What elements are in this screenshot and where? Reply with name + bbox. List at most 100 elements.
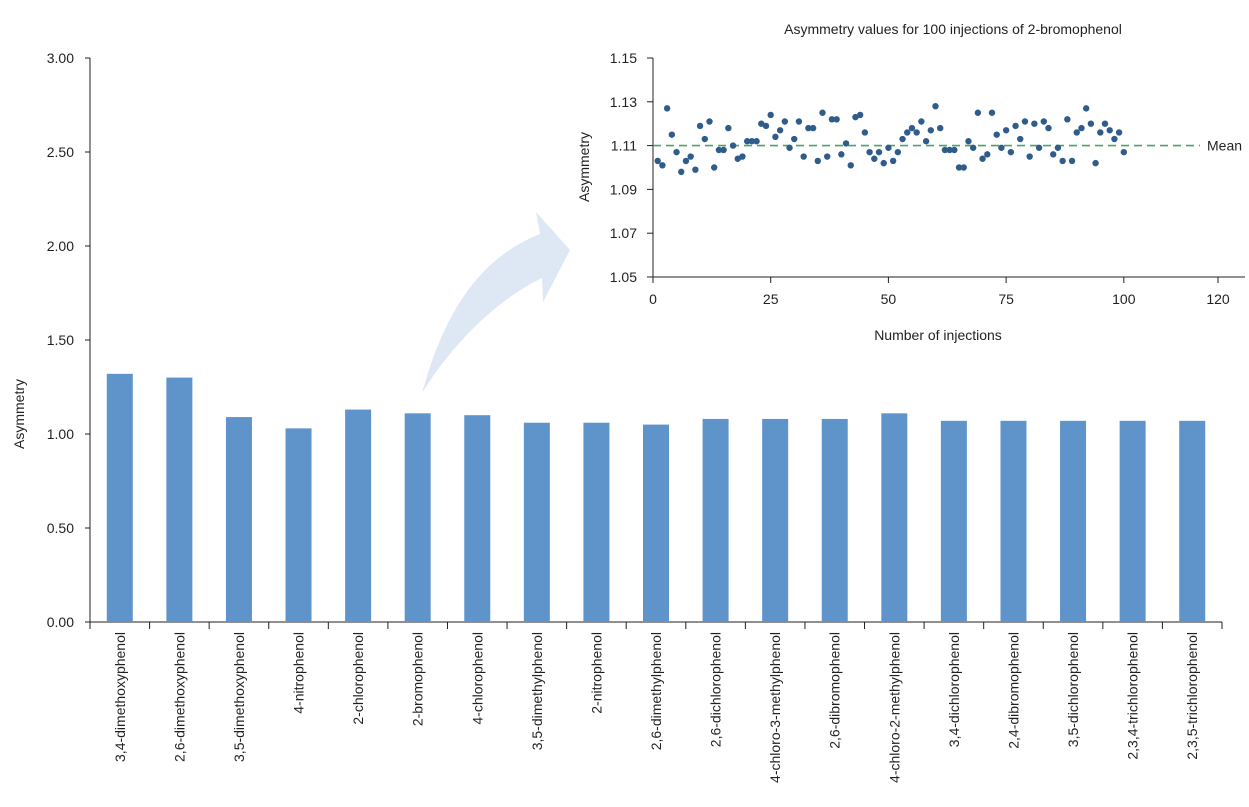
scatter-point [1059,157,1066,165]
scatter-point [998,144,1005,151]
scatter-point [1045,124,1052,132]
inset-y-tick-label: 1.11 [611,138,637,154]
bar-category-label: 4-nitrophenol [291,632,307,714]
scatter-point [654,157,661,165]
scatter-point [800,153,807,160]
scatter-point [1068,157,1076,165]
bar-3,5-dichlorophenol [1060,420,1087,622]
scatter-point [932,102,939,110]
inset-x-tick-label: 25 [763,291,779,307]
bar-4-chlorophenol [464,415,491,622]
scatter-point [762,122,770,130]
inset-y-tick-label: 1.09 [610,181,637,197]
inset-x-tick-label: 75 [998,291,1014,307]
scatter-point [1012,122,1019,130]
scatter-point [1040,118,1047,125]
scatter-point [880,159,887,167]
scatter-point [922,138,930,145]
scatter-point [725,124,732,132]
bar-category-label: 2,3,5-trichlorophenol [1184,632,1200,760]
inset-title: Asymmetry values for 100 injections of 2… [784,21,1122,37]
bar-2,3,4-trichlorophenol [1119,420,1146,622]
scatter-point [795,118,803,125]
bar-2,4-dibromophenol [1000,420,1027,622]
bar-2-chlorophenol [345,409,372,622]
scatter-point [776,127,784,134]
scatter-point [809,124,817,132]
scatter-point [729,142,737,149]
scatter-point [993,131,1000,138]
scatter-point [941,146,949,154]
bar-y-tick-label: 3.00 [47,50,74,66]
bar-category-label: 2,3,4-trichlorophenol [1125,632,1141,760]
bar-3,4-dichlorophenol [940,420,967,622]
scatter-point [1111,135,1118,143]
scatter-point [814,157,821,165]
bar-chart: Asymmetry 0.00 0.50 1.00 1.50 2.00 2.50 3.00 3… [11,50,1223,783]
scatter-point [951,146,958,154]
bar-category-label: 4-chlorophenol [469,632,485,725]
scatter-point [1073,129,1080,136]
scatter-point [1054,144,1062,151]
scatter-point [786,144,793,151]
scatter-point [659,162,666,169]
bar-2-nitrophenol [583,422,610,622]
scatter-point [833,116,840,123]
scatter-point [866,148,873,156]
bar-4-chloro-3-methylphenol [762,418,789,622]
scatter-point [856,111,864,119]
scatter-point [706,118,713,125]
scatter-point [819,109,826,116]
inset-y-axis-label: Asymmetry [576,132,592,202]
bar-category-label: 2,4-dibromophenol [1005,632,1021,749]
scatter-point [1050,151,1057,158]
bar-y-tick-label: 0.00 [47,614,74,630]
scatter-point [1087,120,1095,127]
bar-category-label: 3,4-dimethoxyphenol [112,632,128,762]
scatter-point [1031,120,1038,127]
scatter-point [946,146,953,154]
scatter-point [937,124,944,132]
scatter-point [692,166,699,173]
bar-y-tick-label: 2.00 [47,238,74,254]
inset-x-axis-label: Number of injections [874,327,1002,343]
scatter-point [701,135,708,143]
bar-2,6-dimethylphenol [643,424,669,622]
scatter-point [791,135,798,143]
scatter-point [1021,118,1029,125]
bar-y-tick-label: 1.00 [47,426,74,442]
bar-category-label: 2-bromophenol [410,632,426,726]
bar-2,6-dibromophenol [821,418,848,622]
scatter-point [955,164,963,171]
bar-category-label: 2,6-dimethylphenol [648,632,664,750]
scatter-point [772,133,779,141]
scatter-point [1078,124,1085,132]
scatter-point [1026,153,1033,160]
scatter-point [805,124,812,132]
scatter-point [842,140,850,147]
bar-category-label: 2,6-dimethoxyphenol [171,632,187,762]
scatter-point [969,144,977,151]
scatter-point [847,162,854,169]
scatter-point [1115,129,1123,136]
bar-2-bromophenol [404,413,431,622]
scatter-point [711,164,718,171]
scatter-point [682,157,690,165]
scatter-point [838,151,845,158]
scatter-point [875,148,883,156]
scatter-point [927,127,934,134]
scatter-point [899,135,906,143]
scatter-point [824,153,831,160]
scatter-point [904,129,911,136]
bar-y-tick-label: 0.50 [47,520,74,536]
bar-y-tick-label: 2.50 [47,144,74,160]
bar-2,3,5-trichlorophenol [1179,420,1206,622]
bar-y-tick-label: 1.50 [47,332,74,348]
inset-y-tick-label: 1.13 [610,94,637,110]
scatter-point [1002,127,1010,134]
bar-category-label: 2-nitrophenol [588,632,604,714]
inset-x-tick-label: 120 [1206,291,1230,307]
inset-x-tick-label: 50 [881,291,897,307]
scatter-point [781,118,789,125]
scatter-point [1101,120,1109,127]
